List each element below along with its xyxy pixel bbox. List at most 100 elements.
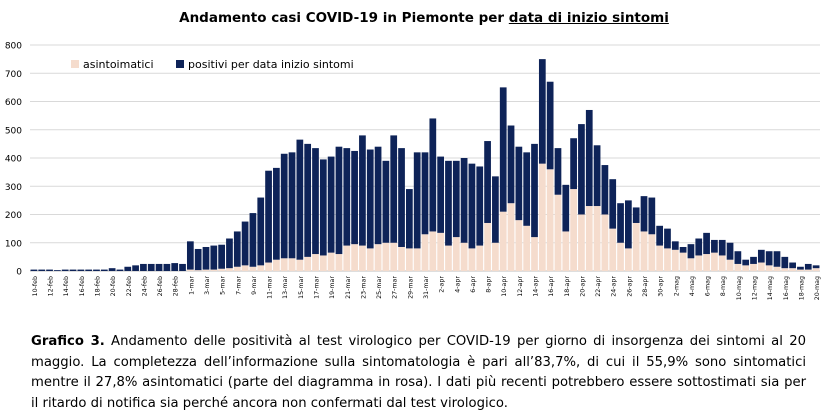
x-tick-label: 15-mar: [298, 276, 305, 299]
bar-positivi: [570, 138, 577, 190]
bar-positivi: [687, 244, 695, 259]
bar-asintomatici: [437, 232, 445, 271]
bar-positivi: [773, 251, 781, 267]
y-tick-label: 100: [5, 239, 22, 249]
bar-chart: 0 100 200 300 400 500 600 700 800 10-feb 12-feb 14…: [5, 42, 821, 301]
bar-asintomatici: [265, 262, 272, 271]
x-tick-label: 7-mar: [235, 276, 242, 295]
bar-positivi: [437, 156, 445, 233]
bar-asintomatici: [523, 225, 531, 271]
bar-positivi: [750, 256, 757, 264]
bar-positivi: [546, 81, 554, 170]
x-tick-label: 28-apr: [642, 276, 649, 297]
bar-asintomatici: [390, 242, 398, 271]
bar-asintomatici: [656, 245, 664, 271]
x-tick-label: 20-feb: [110, 276, 117, 296]
bar-positivi: [578, 124, 585, 215]
x-tick-label: 5-mar: [220, 276, 227, 295]
bar-positivi: [61, 269, 69, 271]
bar-positivi: [390, 135, 398, 243]
x-tick-label: 11-mar: [267, 276, 274, 299]
bar-positivi: [54, 270, 61, 271]
chart-title: Andamento casi COVID-19 in Piemonte per …: [0, 10, 828, 26]
bar-asintomatici: [460, 242, 468, 271]
y-tick-label: 400: [5, 155, 22, 165]
x-tick-label: 14-feb: [63, 276, 70, 296]
bar-positivi: [147, 263, 155, 271]
bar-asintomatici: [538, 163, 546, 271]
x-tick-label: 26-feb: [157, 276, 164, 296]
bar-positivi: [108, 268, 116, 271]
bar-positivi: [273, 167, 280, 260]
x-tick-label: 6-apr: [470, 276, 477, 293]
y-tick-label: 700: [5, 70, 22, 80]
x-tick-label: 22-apr: [595, 276, 602, 297]
bar-asintomatici: [687, 258, 695, 271]
y-tick-label: 600: [5, 98, 22, 108]
bar-positivi: [413, 152, 421, 249]
bar-positivi: [405, 189, 413, 249]
bar-positivi: [265, 170, 272, 263]
x-tick-label: 2-apr: [439, 276, 446, 293]
bar-asintomatici: [671, 249, 679, 271]
bar-asintomatici: [484, 222, 491, 271]
bar-positivi: [374, 146, 382, 245]
bar-positivi: [194, 248, 202, 271]
x-tick-label: 24-apr: [611, 276, 618, 297]
x-tick-label: 9-mar: [251, 276, 258, 295]
bar-asintomatici: [218, 268, 225, 271]
chart-caption: Grafico 3. Andamento delle positività al…: [31, 332, 806, 414]
bar-positivi: [460, 158, 468, 243]
bar-asintomatici: [233, 266, 241, 271]
bar-asintomatici: [734, 263, 742, 271]
bar-asintomatici: [499, 211, 507, 271]
bar-asintomatici: [413, 248, 421, 271]
x-tick-label: 27-mar: [392, 276, 399, 299]
bar-positivi: [335, 146, 343, 255]
bar-positivi: [171, 263, 179, 271]
bar-asintomatici: [757, 262, 765, 271]
x-tick-label: 12-mag: [752, 276, 759, 300]
bar-asintomatici: [625, 248, 632, 271]
bar-positivi: [319, 159, 327, 256]
bar-positivi: [116, 269, 124, 271]
y-tick-label: 500: [5, 126, 22, 136]
legend-label-positivi: positivi per data inizio sintomi: [188, 58, 354, 71]
x-tick-label: 28-feb: [173, 276, 180, 296]
bar-asintomatici: [382, 242, 390, 271]
bar-positivi: [257, 197, 265, 266]
x-tick-label: 29-mar: [407, 276, 414, 299]
bars: [30, 59, 820, 271]
bar-asintomatici: [476, 245, 484, 271]
bar-positivi: [280, 153, 288, 259]
y-tick-label: 800: [5, 42, 22, 52]
bar-positivi: [327, 156, 335, 253]
bar-asintomatici: [812, 268, 820, 271]
bar-asintomatici: [546, 169, 554, 271]
bar-asintomatici: [781, 268, 789, 271]
x-tick-label: 4-apr: [454, 276, 461, 293]
bar-positivi: [757, 249, 765, 263]
bar-asintomatici: [304, 256, 312, 271]
bar-asintomatici: [421, 234, 429, 271]
bar-positivi: [69, 269, 77, 271]
bar-positivi: [679, 246, 687, 253]
x-tick-label: 6-mag: [705, 276, 712, 296]
bar-asintomatici: [640, 231, 648, 271]
chart-title-prefix: Andamento casi COVID-19 in Piemonte per: [179, 10, 509, 26]
bar-asintomatici: [257, 265, 265, 271]
y-tick-label: 200: [5, 211, 22, 221]
bar-asintomatici: [312, 254, 319, 271]
bar-positivi: [632, 207, 640, 223]
x-tick-label: 8-apr: [486, 276, 493, 293]
bar-asintomatici: [531, 237, 538, 271]
bar-asintomatici: [335, 254, 343, 271]
bar-positivi: [140, 263, 147, 271]
bar-positivi: [202, 246, 210, 270]
x-tick-label: 13-mar: [282, 276, 289, 299]
bar-asintomatici: [570, 189, 577, 271]
bar-positivi: [163, 263, 171, 271]
x-tick-label: 10-mag: [736, 276, 743, 300]
bar-asintomatici: [343, 245, 351, 271]
bar-asintomatici: [695, 255, 703, 271]
